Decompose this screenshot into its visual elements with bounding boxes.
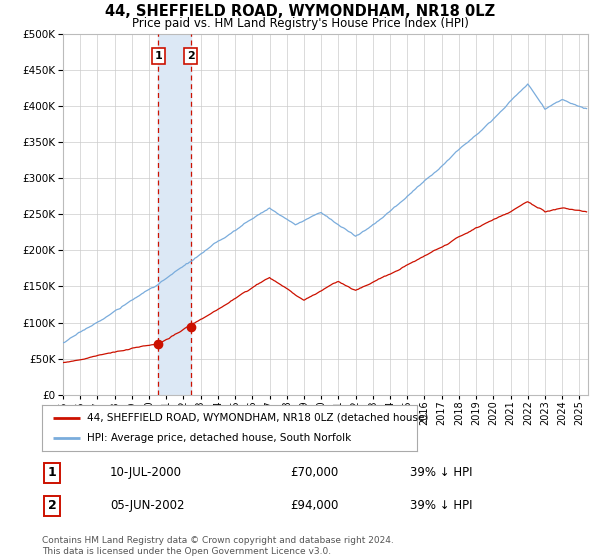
Text: 10-JUL-2000: 10-JUL-2000	[110, 466, 182, 479]
Text: 2: 2	[187, 51, 194, 61]
Text: £94,000: £94,000	[290, 499, 338, 512]
Text: 44, SHEFFIELD ROAD, WYMONDHAM, NR18 0LZ (detached house): 44, SHEFFIELD ROAD, WYMONDHAM, NR18 0LZ …	[87, 413, 428, 423]
Text: 39% ↓ HPI: 39% ↓ HPI	[410, 499, 473, 512]
Text: Price paid vs. HM Land Registry's House Price Index (HPI): Price paid vs. HM Land Registry's House …	[131, 17, 469, 30]
Text: £70,000: £70,000	[290, 466, 338, 479]
Text: Contains HM Land Registry data © Crown copyright and database right 2024.
This d: Contains HM Land Registry data © Crown c…	[42, 536, 394, 556]
Text: 1: 1	[47, 466, 56, 479]
Text: 44, SHEFFIELD ROAD, WYMONDHAM, NR18 0LZ: 44, SHEFFIELD ROAD, WYMONDHAM, NR18 0LZ	[105, 4, 495, 19]
Text: 39% ↓ HPI: 39% ↓ HPI	[410, 466, 473, 479]
Text: HPI: Average price, detached house, South Norfolk: HPI: Average price, detached house, Sout…	[87, 433, 351, 443]
Bar	[158, 34, 191, 395]
Text: 1: 1	[154, 51, 162, 61]
Text: 2: 2	[47, 499, 56, 512]
Text: 05-JUN-2002: 05-JUN-2002	[110, 499, 185, 512]
